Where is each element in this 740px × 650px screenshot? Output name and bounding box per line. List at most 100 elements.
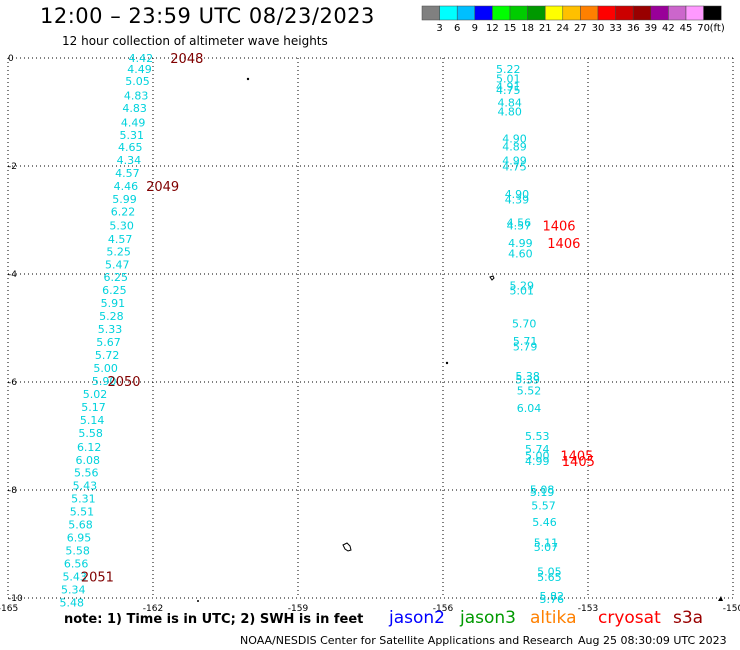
y-tick-label: -8 <box>8 486 17 496</box>
pass-time-label: 1406 <box>542 219 575 234</box>
swh-value-label: 5.43 <box>73 480 98 493</box>
island-outline <box>489 275 495 281</box>
swh-value-label: 5.46 <box>532 516 557 529</box>
swh-value-label: 5.31 <box>71 493 96 506</box>
swh-value-label: 4.83 <box>122 102 147 115</box>
colorbar-tick-label: 3 <box>436 23 442 34</box>
swh-value-label: 4.91 <box>496 81 521 94</box>
swh-value-label: 5.82 <box>540 590 565 603</box>
swh-value-label: 4.49 <box>121 116 146 129</box>
wave-height-colorbar: 3 6 9 12 15 18 21 24 27 30 33 36 39 42 45 70 (ft) <box>421 5 725 34</box>
swh-value-label: 5.70 <box>512 318 537 331</box>
swh-value-label: 6.12 <box>77 441 102 454</box>
x-tick-label: -159 <box>288 604 309 612</box>
pass-time-label: 2051 <box>81 570 114 585</box>
swh-value-label: 5.47 <box>105 258 130 271</box>
swh-value-label: 5.53 <box>525 430 550 443</box>
swh-value-label: 4.34 <box>117 154 142 167</box>
swh-value-label: 4.99 <box>502 155 527 168</box>
satellite-cryosat-label: cryosat <box>598 608 661 628</box>
swh-value-label: 5.39 <box>515 373 540 386</box>
swh-value-label: 4.49 <box>127 63 152 76</box>
y-tick-label: -4 <box>8 270 17 280</box>
swh-value-label: 5.28 <box>99 310 124 323</box>
wave-height-map: -165 -162 -159 -156 -153 -150 0 -2 -4 -6 -8 -10 4.4… <box>0 52 740 612</box>
colorbar-tick-label: 18 <box>521 23 534 34</box>
swh-value-label: 5.31 <box>119 129 144 142</box>
swh-value-label: 4.99 <box>525 455 550 468</box>
pass-time-label: 1405 <box>562 455 595 470</box>
colorbar-tick-label: 15 <box>504 23 517 34</box>
chart-title: 12:00 – 23:59 UTC 08/23/2023 <box>40 4 375 28</box>
colorbar-tick-label: 42 <box>662 23 675 34</box>
swh-value-label: 5.68 <box>68 519 93 532</box>
pass-time-label: 2048 <box>170 52 203 67</box>
swh-value-label: 5.01 <box>510 285 535 298</box>
swh-value-label: 5.79 <box>513 340 538 353</box>
swh-value-label: 5.29 <box>510 279 535 292</box>
chart-subtitle: 12 hour collection of altimeter wave hei… <box>62 34 328 48</box>
swh-value-label: 5.25 <box>106 245 131 258</box>
colorbar-tick-label: 12 <box>486 23 499 34</box>
swh-value-label: 4.90 <box>505 188 530 201</box>
satellite-jason3-label: jason3 <box>460 608 516 628</box>
swh-value-label: 4.90 <box>502 132 527 145</box>
y-tick-label: -2 <box>8 162 17 172</box>
swh-value-label: 5.57 <box>531 500 556 513</box>
colorbar-tick-label: 39 <box>644 23 657 34</box>
swh-value-label: 5.71 <box>513 335 538 348</box>
swh-value-label: 5.74 <box>525 443 550 456</box>
colorbar-tick-label: 21 <box>539 23 552 34</box>
colorbar-tick-label: 30 <box>592 23 605 34</box>
swh-value-label: 5.90 <box>92 375 117 388</box>
colorbar-tick-label: 70 <box>697 23 710 34</box>
island-outline <box>342 542 352 552</box>
colorbar-tick-label: 36 <box>627 23 640 34</box>
colorbar-tick-label: 6 <box>454 23 460 34</box>
swh-value-label: 4.57 <box>115 167 140 180</box>
swh-value-label: 5.00 <box>525 449 550 462</box>
swh-value-label: 6.08 <box>76 454 101 467</box>
swh-value-label: 4.84 <box>497 96 522 109</box>
swh-value-label: 5.30 <box>109 219 134 232</box>
swh-value-label: 4.56 <box>507 217 532 230</box>
swh-value-label: 5.07 <box>534 541 559 554</box>
swh-value-label: 5.72 <box>95 349 120 362</box>
footer-generated-date: Aug 25 08:30:09 UTC 2023 <box>578 634 727 647</box>
swh-value-label: 4.80 <box>497 105 522 118</box>
swh-value-label: 4.57 <box>108 233 133 246</box>
satellite-jason2-label: jason2 <box>389 608 445 628</box>
x-tick-label: -156 <box>433 604 454 612</box>
swh-value-label: 5.65 <box>537 571 562 584</box>
swh-value-label: 5.02 <box>83 388 108 401</box>
pass-time-label: 2050 <box>107 375 140 390</box>
swh-value-label: 5.22 <box>496 63 521 76</box>
colorbar-tick-label: 27 <box>574 23 587 34</box>
swh-value-label: 4.57 <box>507 219 532 232</box>
swh-value-label: 5.38 <box>515 370 540 383</box>
swh-value-label: 5.08 <box>530 483 555 496</box>
swh-values: 4.424.495.054.834.834.495.314.654.344.57… <box>60 52 565 609</box>
colorbar-tick-label: 33 <box>609 23 622 34</box>
swh-value-label: 5.34 <box>61 583 86 596</box>
x-tick-label: -153 <box>578 604 598 612</box>
pass-time-label: 1406 <box>547 237 580 252</box>
swh-value-label: 5.67 <box>96 336 121 349</box>
swh-value-label: 5.00 <box>93 362 118 375</box>
footer-source: NOAA/NESDIS Center for Satellite Applica… <box>240 634 574 647</box>
plot-grid: -165 -162 -159 -156 -153 -150 0 -2 -4 -6 -8 -10 <box>0 54 740 612</box>
swh-value-label: 6.04 <box>517 402 542 415</box>
island-outline <box>718 596 723 601</box>
swh-value-label: 4.99 <box>508 237 533 250</box>
swh-value-label: 6.22 <box>111 205 136 218</box>
x-tick-label: -150 <box>723 604 740 612</box>
swh-value-label: 5.52 <box>517 385 542 398</box>
y-tick-label: -6 <box>8 378 17 388</box>
swh-value-label: 5.19 <box>530 486 555 499</box>
colorbar-swatch <box>703 5 722 21</box>
swh-value-label: 5.05 <box>537 566 562 579</box>
swh-value-label: 4.42 <box>129 52 154 65</box>
island-dot <box>445 361 449 365</box>
pass-time-label: 2049 <box>146 180 179 195</box>
swh-value-label: 4.39 <box>505 193 530 206</box>
